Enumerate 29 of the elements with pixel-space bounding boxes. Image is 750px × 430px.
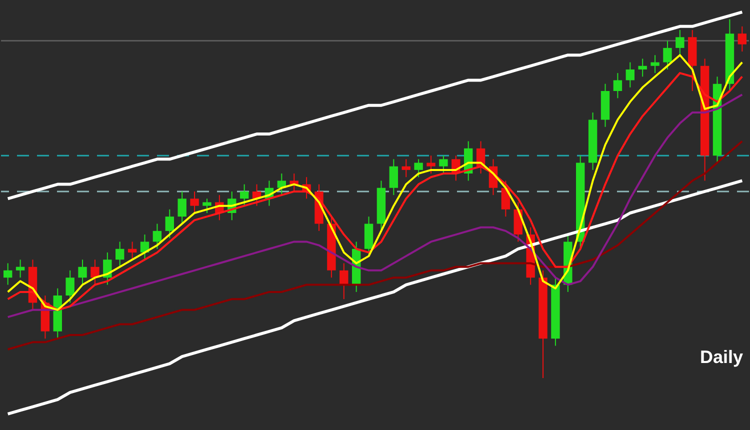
candlestick [66, 270, 74, 304]
candlestick [116, 241, 124, 268]
annotation: Daily [700, 346, 743, 367]
candlestick [103, 252, 112, 286]
candlestick [389, 158, 398, 196]
candlestick [340, 262, 348, 300]
candlestick [178, 190, 186, 224]
candlestick [626, 62, 634, 88]
candlestick [426, 155, 436, 174]
candlestick [190, 190, 199, 214]
candlestick [78, 259, 87, 286]
candlestick [439, 155, 448, 174]
candlestick [16, 259, 25, 278]
candlestick [3, 262, 12, 286]
candlestick [738, 26, 747, 52]
candlestick [152, 223, 162, 250]
candlestick [290, 173, 298, 192]
candlestick [676, 30, 684, 56]
candlestick [650, 54, 660, 74]
candlestick [165, 208, 174, 239]
candlestick [90, 259, 100, 286]
candlestick [240, 184, 249, 206]
candlestick [402, 158, 410, 178]
candlestick [128, 241, 137, 260]
candlestick [663, 40, 672, 70]
candlestick [638, 58, 647, 78]
candlestick [414, 158, 423, 178]
candlestick [613, 72, 622, 99]
candlestick [202, 198, 212, 214]
